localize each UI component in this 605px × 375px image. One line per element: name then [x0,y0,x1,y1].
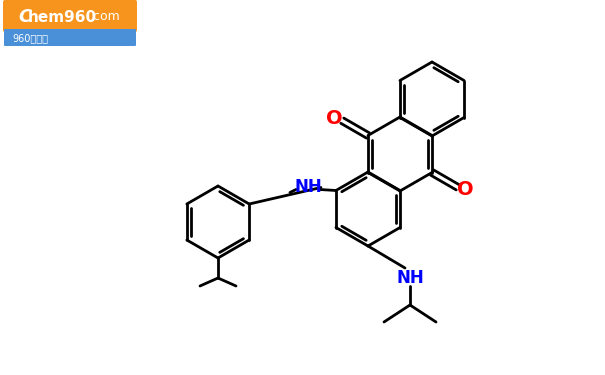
FancyBboxPatch shape [4,29,136,46]
Text: .com: .com [90,10,121,24]
Text: O: O [326,109,342,128]
Text: O: O [457,180,474,199]
Text: NH: NH [294,178,322,196]
Text: 960化工网: 960化工网 [12,33,48,43]
Text: C: C [18,8,31,26]
Text: hem960: hem960 [28,9,97,24]
Text: NH: NH [396,269,424,287]
FancyBboxPatch shape [3,0,137,32]
